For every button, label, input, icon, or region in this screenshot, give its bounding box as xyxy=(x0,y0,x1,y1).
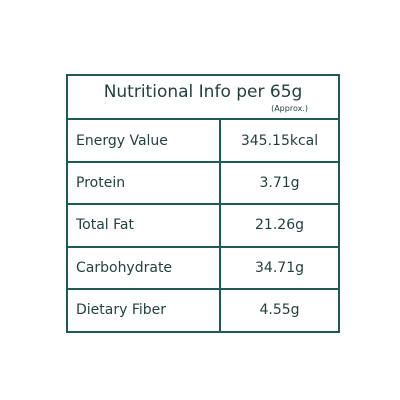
table-row: Protein 3.71g xyxy=(68,162,338,204)
table-title: Nutritional Info per 65g xyxy=(103,82,303,102)
row-separator xyxy=(68,161,338,164)
nutrient-value: 34.71g xyxy=(255,259,304,276)
nutrition-table: Nutritional Info per 65g (Approx.) Energ… xyxy=(66,74,340,333)
nutrient-name: Energy Value xyxy=(76,133,168,149)
nutrient-value: 21.26g xyxy=(255,217,304,234)
nutrient-name: Dietary Fiber xyxy=(76,301,167,318)
nutrient-name: Carbohydrate xyxy=(76,259,173,276)
nutrient-value: 345.15kcal xyxy=(240,133,319,149)
table-row: Carbohydrate 34.71g xyxy=(68,247,338,289)
table-note: (Approx.) xyxy=(271,104,308,113)
table-row: Dietary Fiber 4.55g xyxy=(68,289,338,331)
nutrient-value: 4.55g xyxy=(259,301,300,318)
table-row: Energy Value 345.15kcal xyxy=(68,120,338,162)
nutrient-value: 3.71g xyxy=(259,175,300,192)
nutrient-name: Protein xyxy=(76,175,126,192)
row-separator xyxy=(68,245,338,248)
table-row: Total Fat 21.26g xyxy=(68,204,338,246)
row-separator xyxy=(68,203,338,206)
table-header: Nutritional Info per 65g (Approx.) xyxy=(68,76,338,120)
column-divider xyxy=(219,120,221,331)
row-separator xyxy=(68,287,338,290)
nutrient-name: Total Fat xyxy=(76,217,134,234)
